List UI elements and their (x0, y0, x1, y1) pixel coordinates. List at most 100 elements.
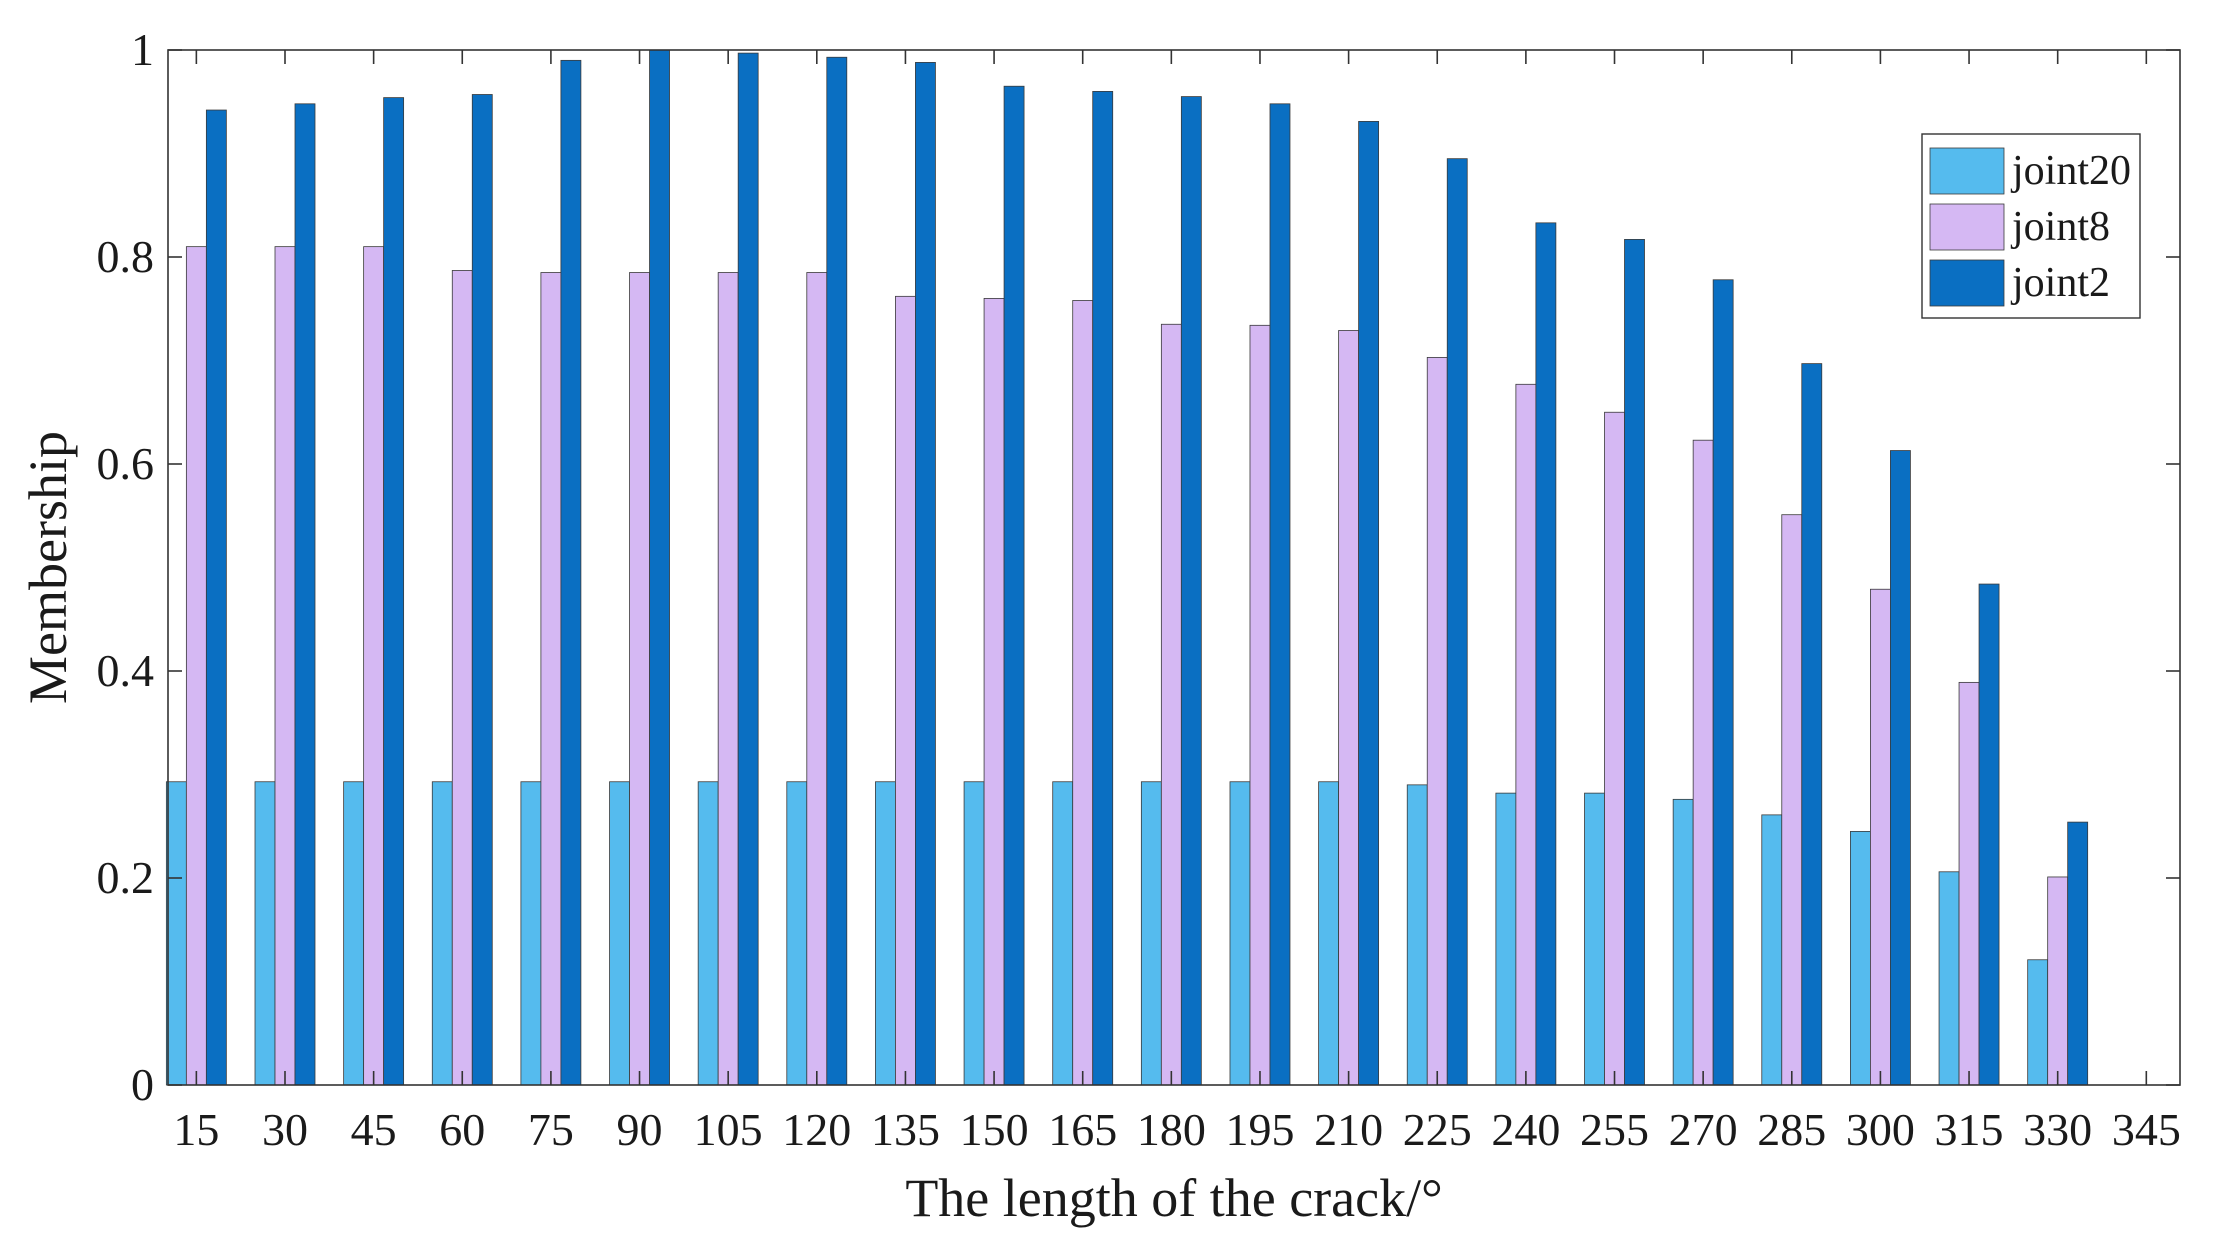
y-tick-label: 1 (131, 24, 154, 75)
y-tick-label: 0.4 (97, 645, 155, 696)
bar-joint20-300 (1850, 831, 1871, 1086)
bar-joint8-135 (895, 295, 916, 1086)
bar-joint2-60 (471, 94, 493, 1086)
bar-joint2-240 (1535, 222, 1557, 1086)
bar-joint8-120 (806, 272, 828, 1086)
bar-joint8-180 (1160, 323, 1182, 1086)
bar-joint2-30 (294, 103, 316, 1086)
bar-joint8-30 (274, 246, 296, 1086)
bar-joint8-45 (363, 246, 385, 1086)
bar-joint20-165 (1052, 781, 1074, 1086)
bar-joint8-240 (1515, 383, 1537, 1086)
bar-joint20-105 (697, 781, 719, 1086)
bar-joint8-315 (1958, 681, 1980, 1086)
x-tick-label: 240 (1491, 1104, 1560, 1155)
bar-joint8-75 (540, 272, 562, 1086)
x-axis-title: The length of the crack/° (905, 1168, 1442, 1228)
bar-joint20-255 (1584, 792, 1605, 1086)
bar-joint2-90 (649, 49, 670, 1086)
bar-joint2-135 (915, 62, 936, 1086)
bar-joint8-270 (1692, 439, 1714, 1086)
bar-joint20-210 (1318, 781, 1340, 1086)
bar-joint2-150 (1003, 85, 1025, 1086)
bar-joint2-45 (383, 97, 405, 1086)
x-tick-label: 150 (960, 1104, 1029, 1155)
bar-joint8-150 (983, 297, 1005, 1086)
y-tick-label: 0 (131, 1059, 154, 1110)
x-tick-label: 270 (1669, 1104, 1738, 1155)
legend-swatch-joint20 (1929, 147, 2005, 195)
bar-joint20-30 (254, 781, 276, 1086)
x-tick-label: 255 (1580, 1104, 1649, 1155)
bar-joint20-270 (1672, 798, 1694, 1086)
x-tick-label: 195 (1225, 1104, 1294, 1155)
bar-joint8-60 (451, 270, 473, 1086)
bar-joint20-285 (1761, 814, 1783, 1086)
bar-joint20-150 (963, 781, 985, 1086)
bar-joint8-225 (1426, 356, 1448, 1086)
x-tick-label: 210 (1314, 1104, 1383, 1155)
bar-joint8-300 (1870, 588, 1891, 1086)
x-tick-label: 15 (173, 1104, 219, 1155)
legend: joint20 joint8 joint2 (1921, 133, 2141, 319)
x-tick-label: 135 (871, 1104, 940, 1155)
x-tick-label: 180 (1137, 1104, 1206, 1155)
bar-joint20-60 (431, 781, 453, 1086)
bar-joint2-225 (1446, 158, 1468, 1086)
labels-layer: 0 0.2 0.4 0.6 0.8 1 15 30 45 60 75 90 105 120 135 150 16… (97, 24, 2181, 1155)
bar-joint8-210 (1338, 330, 1360, 1086)
x-tick-label: 105 (694, 1104, 763, 1155)
legend-label-joint8: joint8 (2010, 204, 2110, 250)
legend-swatch-joint8 (1929, 203, 2005, 251)
x-tick-label: 300 (1846, 1104, 1915, 1155)
bar-joint2-165 (1092, 91, 1114, 1086)
bar-joint2-330 (2067, 821, 2089, 1086)
bar-joint2-315 (1978, 583, 2000, 1086)
x-tick-label: 315 (1935, 1104, 2004, 1155)
bar-joint20-135 (875, 781, 896, 1086)
bar-joint20-120 (786, 781, 808, 1086)
x-tick-label: 345 (2112, 1104, 2181, 1155)
bar-joint8-255 (1604, 411, 1625, 1086)
x-tick-label: 60 (439, 1104, 485, 1155)
bar-joint20-195 (1229, 781, 1251, 1086)
bar-joint2-75 (560, 59, 582, 1086)
bar-joint8-105 (717, 272, 739, 1086)
legend-swatch-joint2 (1929, 259, 2005, 307)
bar-joint2-285 (1801, 363, 1823, 1086)
bar-joint20-15 (165, 781, 187, 1086)
bar-joint2-300 (1890, 450, 1911, 1086)
bar-joint20-225 (1406, 784, 1428, 1086)
bar-joint2-270 (1712, 279, 1734, 1086)
bar-joint2-105 (737, 52, 759, 1086)
bar-joint20-330 (2027, 959, 2049, 1086)
bar-joint2-210 (1358, 121, 1380, 1086)
bar-joint20-180 (1140, 781, 1162, 1086)
x-tick-label: 225 (1403, 1104, 1472, 1155)
x-tick-label: 75 (528, 1104, 574, 1155)
bar-joint8-195 (1249, 324, 1271, 1086)
bar-joint2-195 (1269, 103, 1291, 1086)
bar-joint20-45 (343, 781, 365, 1086)
bar-joint2-255 (1624, 239, 1645, 1086)
y-tick-label: 0.6 (97, 438, 155, 489)
axes-layer (167, 49, 2181, 1086)
x-tick-label: 90 (617, 1104, 663, 1155)
bar-joint2-15 (205, 109, 227, 1086)
bar-joint8-285 (1781, 514, 1803, 1086)
bar-joint20-90 (609, 781, 630, 1086)
bar-joint8-165 (1072, 300, 1094, 1086)
bar-joint20-315 (1938, 871, 1960, 1086)
y-axis-title: Membership (18, 431, 78, 704)
x-tick-label: 120 (782, 1104, 851, 1155)
legend-label-joint20: joint20 (2010, 148, 2131, 194)
x-tick-label: 45 (351, 1104, 397, 1155)
x-tick-label: 285 (1757, 1104, 1826, 1155)
bar-joint2-180 (1180, 96, 1202, 1086)
bar-joint8-15 (185, 246, 207, 1086)
y-tick-label: 0.8 (97, 231, 155, 282)
y-tick-label: 0.2 (97, 852, 155, 903)
bar-joint2-120 (826, 56, 848, 1086)
